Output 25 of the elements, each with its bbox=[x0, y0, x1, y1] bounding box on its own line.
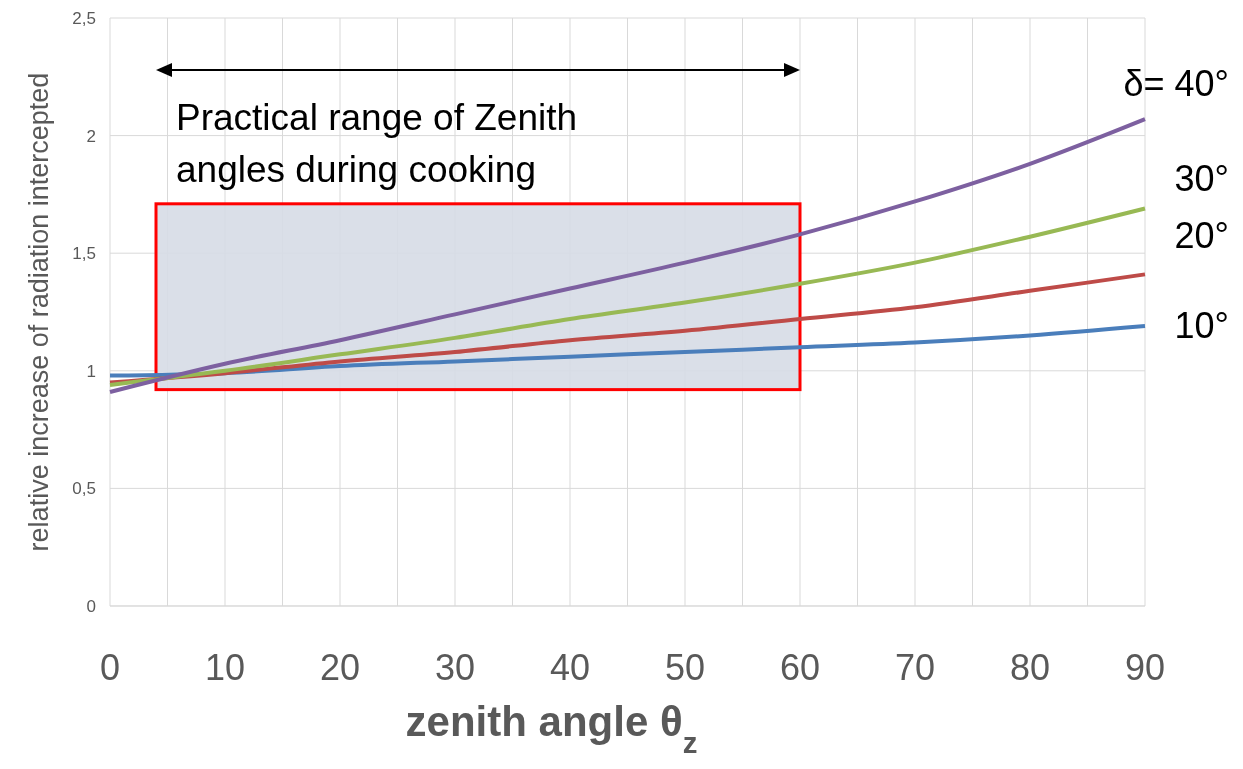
y-tick-label: 0,5 bbox=[72, 479, 96, 499]
x-tick-label: 20 bbox=[319, 647, 361, 688]
x-tick-label: 10 bbox=[204, 647, 246, 688]
series-label: δ= 40° bbox=[1123, 63, 1229, 105]
x-axis-title: zenith angle θ$_{z}$ bbox=[405, 698, 698, 759]
x-tick-label: 90 bbox=[1124, 647, 1166, 688]
y-tick-label: 2,5 bbox=[72, 9, 96, 28]
series-label: 30° bbox=[1174, 157, 1229, 199]
y-axis-title: relative increase of radiation intercepted bbox=[24, 72, 54, 552]
x-tick-label: 30 bbox=[434, 647, 476, 688]
y-tick-label: 1,5 bbox=[72, 244, 96, 264]
x-tick-label: 70 bbox=[894, 647, 936, 688]
series-label: 20° bbox=[1174, 215, 1229, 257]
annotation: Practical range of Zenith angles during cooking bbox=[176, 97, 578, 190]
y-tick-label: 1 bbox=[86, 361, 96, 381]
x-tick-label: 80 bbox=[1009, 647, 1051, 688]
line-series bbox=[108, 206, 1147, 387]
x-tick-label: 60 bbox=[779, 647, 821, 688]
y-tick-label: 2 bbox=[86, 126, 96, 146]
series-label: 10° bbox=[1174, 305, 1229, 347]
y-tick-label: 0 bbox=[86, 597, 96, 616]
x-tick-label: 50 bbox=[664, 647, 706, 688]
line-series bbox=[108, 324, 1147, 378]
x-tick-label: 40 bbox=[549, 647, 591, 688]
line-series bbox=[108, 272, 1147, 385]
